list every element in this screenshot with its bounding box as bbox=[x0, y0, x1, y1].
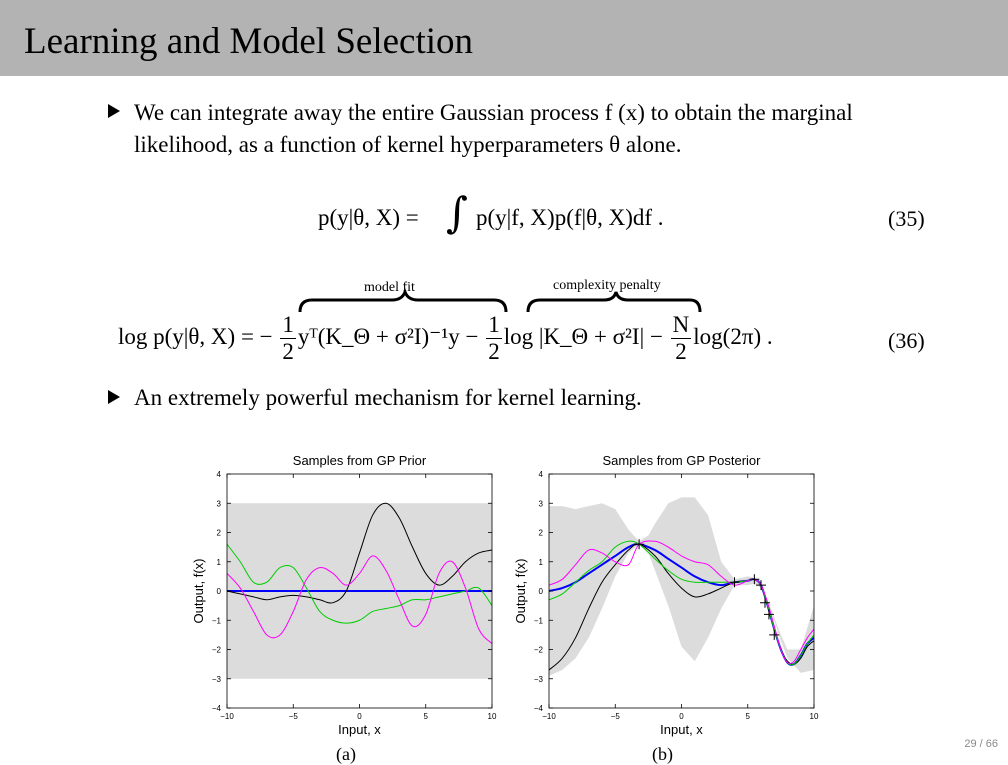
chart-title: Samples from GP Posterior bbox=[603, 453, 762, 468]
observation-marker bbox=[763, 609, 774, 620]
bullet-1-line2: likelihood, as a function of kernel hype… bbox=[134, 132, 682, 157]
caption-left: (a) bbox=[336, 744, 356, 764]
page-number: 29 / 66 bbox=[964, 738, 998, 750]
eq36-lhs: log p(y|θ, X) = − bbox=[118, 323, 273, 349]
observation-marker bbox=[634, 539, 645, 550]
x-tick-label: 5 bbox=[746, 712, 751, 721]
x-tick-label: −10 bbox=[542, 712, 556, 721]
brace-label-complexity: complexity penalty bbox=[553, 278, 661, 293]
slide-title: Learning and Model Selection bbox=[24, 21, 474, 62]
bullet-1-line1: We can integrate away the entire Gaussia… bbox=[134, 100, 853, 125]
observation-marker bbox=[749, 574, 760, 585]
y-tick-label: 1 bbox=[539, 558, 544, 567]
eq36-term2: log |K_Θ + σ²I| − bbox=[503, 323, 663, 349]
eq35-lhs: p(y|θ, X) = bbox=[318, 205, 419, 230]
confidence-band bbox=[549, 497, 814, 676]
brace-label-model-fit: model fit bbox=[364, 280, 415, 295]
frac2-num: 1 bbox=[486, 312, 502, 339]
brace-model-fit bbox=[298, 287, 508, 313]
eq36-number: (36) bbox=[888, 328, 925, 353]
bullet-2: An extremely powerful mechanism for kern… bbox=[134, 385, 642, 410]
eq36-term3: log(2π) . bbox=[693, 323, 773, 349]
observation-marker bbox=[729, 577, 740, 588]
x-axis-label: Input, x bbox=[338, 722, 381, 737]
eq35-rhs: p(y|f, X)p(f|θ, X)df . bbox=[476, 205, 664, 230]
bullet-marker bbox=[108, 104, 120, 118]
y-tick-label: 2 bbox=[539, 529, 544, 538]
brace-complexity bbox=[526, 291, 702, 313]
y-tick-label: 0 bbox=[539, 587, 544, 596]
plot-area bbox=[227, 502, 492, 679]
y-tick-label: 2 bbox=[217, 529, 222, 538]
y-tick-label: 4 bbox=[217, 470, 222, 479]
eq36-braces bbox=[298, 287, 702, 313]
eq36-term1: yᵀ(K_Θ + σ²I)⁻¹y − bbox=[297, 323, 479, 349]
x-tick-label: 10 bbox=[488, 712, 497, 721]
series-line-1 bbox=[549, 543, 814, 671]
x-axis-label: Input, x bbox=[660, 722, 703, 737]
x-tick-label: −5 bbox=[611, 712, 621, 721]
frac3-den: 2 bbox=[675, 339, 687, 364]
y-tick-label: 0 bbox=[217, 587, 222, 596]
chart-title: Samples from GP Prior bbox=[293, 453, 427, 468]
title-bar: Learning and Model Selection bbox=[0, 0, 1008, 76]
integral-sign: ∫ bbox=[446, 188, 468, 237]
eq35-number: (35) bbox=[888, 206, 925, 231]
y-tick-label: −3 bbox=[212, 675, 222, 684]
frac1-num: 1 bbox=[280, 312, 296, 339]
frac2-den: 2 bbox=[488, 339, 500, 364]
bullet-marker bbox=[108, 390, 120, 404]
observation-marker bbox=[759, 597, 770, 608]
y-tick-label: 3 bbox=[217, 499, 222, 508]
series-line-3 bbox=[549, 540, 814, 665]
observation-marker bbox=[756, 580, 766, 591]
y-tick-label: −2 bbox=[212, 646, 222, 655]
series-line-2 bbox=[227, 543, 492, 624]
y-tick-label: −3 bbox=[534, 675, 544, 684]
caption-right: (b) bbox=[652, 744, 673, 764]
y-axis-label: Output, f(x) bbox=[513, 558, 528, 623]
y-tick-label: −4 bbox=[212, 704, 222, 713]
x-tick-label: −5 bbox=[289, 712, 299, 721]
y-tick-label: −1 bbox=[534, 616, 544, 625]
eq36: log p(y|θ, X) = − 1 2 yᵀ(K_Θ + σ²I)⁻¹y − 1… bbox=[118, 312, 773, 365]
frac3-num: N bbox=[670, 312, 692, 339]
series-line-3 bbox=[227, 555, 492, 645]
x-tick-label: 5 bbox=[424, 712, 429, 721]
bullet-1: We can integrate away the entire Gaussia… bbox=[134, 97, 954, 161]
plot-area bbox=[549, 497, 814, 676]
y-tick-label: 4 bbox=[539, 470, 544, 479]
y-tick-label: −2 bbox=[534, 646, 544, 655]
x-tick-label: −10 bbox=[220, 712, 234, 721]
x-tick-label: 0 bbox=[679, 712, 684, 721]
observation-marker bbox=[769, 629, 780, 640]
y-tick-label: 1 bbox=[217, 558, 222, 567]
series-line-1 bbox=[227, 502, 492, 604]
x-tick-label: 0 bbox=[357, 712, 362, 721]
x-tick-label: 10 bbox=[810, 712, 819, 721]
y-tick-label: −1 bbox=[212, 616, 222, 625]
y-tick-label: 3 bbox=[539, 499, 544, 508]
y-tick-label: −4 bbox=[534, 704, 544, 713]
y-axis-label: Output, f(x) bbox=[191, 558, 206, 623]
frac1-den: 2 bbox=[282, 339, 294, 364]
